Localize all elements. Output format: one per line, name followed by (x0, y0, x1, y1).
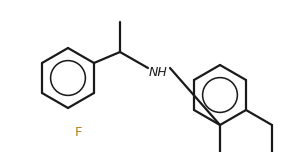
Text: F: F (74, 126, 82, 138)
Text: NH: NH (149, 66, 167, 78)
